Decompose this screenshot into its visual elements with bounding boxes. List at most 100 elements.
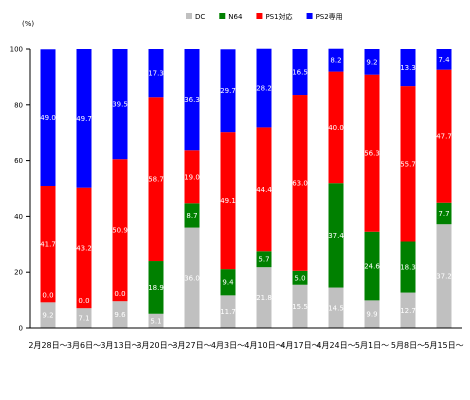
data-label: 41.7 [40, 241, 56, 249]
legend-label: PS2専用 [316, 12, 343, 21]
bar-segment [436, 69, 452, 203]
y-tick-label: 100 [10, 46, 23, 54]
x-tick-label: 4月10日～ [244, 341, 283, 350]
bar-segment [220, 269, 236, 296]
x-tick-label: 3月6日～ [67, 341, 101, 350]
bar-segment [364, 74, 380, 232]
y-tick-label: 20 [14, 269, 23, 277]
bar-segment [148, 49, 164, 98]
y-axis-unit-label: (%) [22, 20, 34, 28]
data-label: 56.3 [364, 150, 380, 158]
data-label: 43.2 [76, 244, 92, 252]
bar-stack: 12.7 18.3 55.7 13.3 [400, 49, 416, 328]
data-label: 5.0 [294, 274, 305, 282]
legend-label: DC [195, 13, 205, 21]
x-tick-label: 4月24日～ [316, 341, 355, 350]
data-label: 0.0 [78, 297, 89, 305]
data-label: 0.0 [114, 290, 125, 298]
x-tick-label: 2月28日～ [28, 341, 67, 350]
legend: DC N64 PS1対応 PS2専用 [186, 12, 343, 21]
bar-segment [436, 202, 452, 225]
legend-swatch [186, 13, 192, 19]
bar-stack: 9.9 24.6 56.3 9.2 [364, 49, 380, 328]
x-tick-label: 5月8日～ [391, 341, 425, 350]
bar-stack: 36.0 8.7 19.0 36.3 [184, 49, 200, 328]
bar-segment [328, 71, 344, 184]
bar-segment [256, 251, 272, 268]
bar-stack: 37.2 7.7 47.7 7.4 [436, 49, 452, 328]
legend-swatch [306, 13, 313, 19]
bar-segment [256, 48, 272, 128]
data-label: 36.3 [184, 96, 200, 104]
bar-stack: 11.7 9.4 49.1 29.7 [220, 49, 236, 328]
legend-item: N64 [219, 13, 243, 21]
data-label: 7.4 [438, 56, 450, 64]
bar-segment [292, 49, 308, 96]
data-label: 49.0 [40, 114, 56, 122]
data-label: 19.0 [184, 173, 200, 181]
x-tick-label: 5月1日～ [355, 341, 389, 350]
x-tick-label: 3月20日～ [136, 341, 175, 350]
y-tick-label: 0 [19, 325, 23, 333]
bar-segment [184, 150, 200, 204]
bar-segment [184, 227, 200, 328]
legend-item: PS2専用 [306, 12, 343, 21]
data-label: 5.1 [150, 317, 161, 325]
data-label: 49.1 [220, 197, 236, 205]
bar-segment [220, 132, 236, 270]
x-tick-label: 3月13日～ [100, 341, 139, 350]
data-label: 9.2 [42, 312, 53, 320]
bar-segment [148, 97, 164, 262]
bar-segment [364, 49, 380, 75]
bar-segment [148, 261, 164, 314]
data-label: 14.5 [328, 304, 344, 312]
data-label: 0.0 [42, 291, 53, 299]
data-label: 13.3 [400, 64, 416, 72]
data-label: 58.7 [148, 176, 164, 184]
data-label: 40.0 [328, 124, 344, 132]
bar-stack: 5.1 18.9 58.7 17.3 [148, 49, 164, 328]
data-label: 49.7 [76, 115, 92, 123]
bar-segment [148, 313, 164, 328]
bar-segment [112, 159, 128, 302]
data-label: 29.7 [220, 87, 236, 95]
data-label: 21.8 [256, 294, 272, 302]
data-label: 18.9 [148, 284, 164, 292]
bar-segment [256, 127, 272, 252]
bar-segment [220, 295, 236, 328]
data-label: 8.2 [330, 57, 341, 65]
bar-segment [112, 301, 128, 328]
data-label: 36.0 [184, 274, 200, 282]
data-label: 9.4 [222, 279, 234, 287]
bar-segment [328, 48, 344, 72]
data-label: 9.6 [114, 311, 126, 319]
data-label: 24.6 [364, 263, 380, 271]
bar-segment [76, 308, 92, 328]
data-label: 15.5 [292, 303, 308, 311]
y-axis: 0 20 40 60 80 100 [10, 46, 31, 333]
x-axis: 2月28日～ 3月6日～ 3月13日～3月20日～3月27日～ 4月3日～ 4月10日～… [28, 327, 464, 350]
data-label: 9.9 [366, 311, 377, 319]
data-label: 7.1 [78, 315, 89, 323]
data-label: 12.7 [400, 307, 416, 315]
data-label: 17.3 [148, 70, 164, 78]
bar-segment [292, 284, 308, 328]
y-tick-label: 60 [14, 157, 23, 165]
data-label: 8.7 [186, 212, 197, 220]
bar-segment [400, 86, 416, 242]
bar-segment [328, 183, 344, 288]
data-label: 28.2 [256, 85, 272, 93]
bar-segment [256, 267, 272, 328]
legend-swatch [219, 13, 226, 19]
bar-segment [292, 270, 308, 285]
legend-item: DC [186, 13, 205, 21]
data-label: 11.7 [220, 308, 236, 316]
bar-segment [220, 49, 236, 133]
bar-segment [76, 187, 92, 309]
y-tick-label: 80 [14, 101, 23, 109]
bar-segment [364, 300, 380, 328]
bar-segment [436, 224, 452, 328]
y-tick-label: 40 [14, 213, 23, 221]
bar-segment [184, 49, 200, 151]
